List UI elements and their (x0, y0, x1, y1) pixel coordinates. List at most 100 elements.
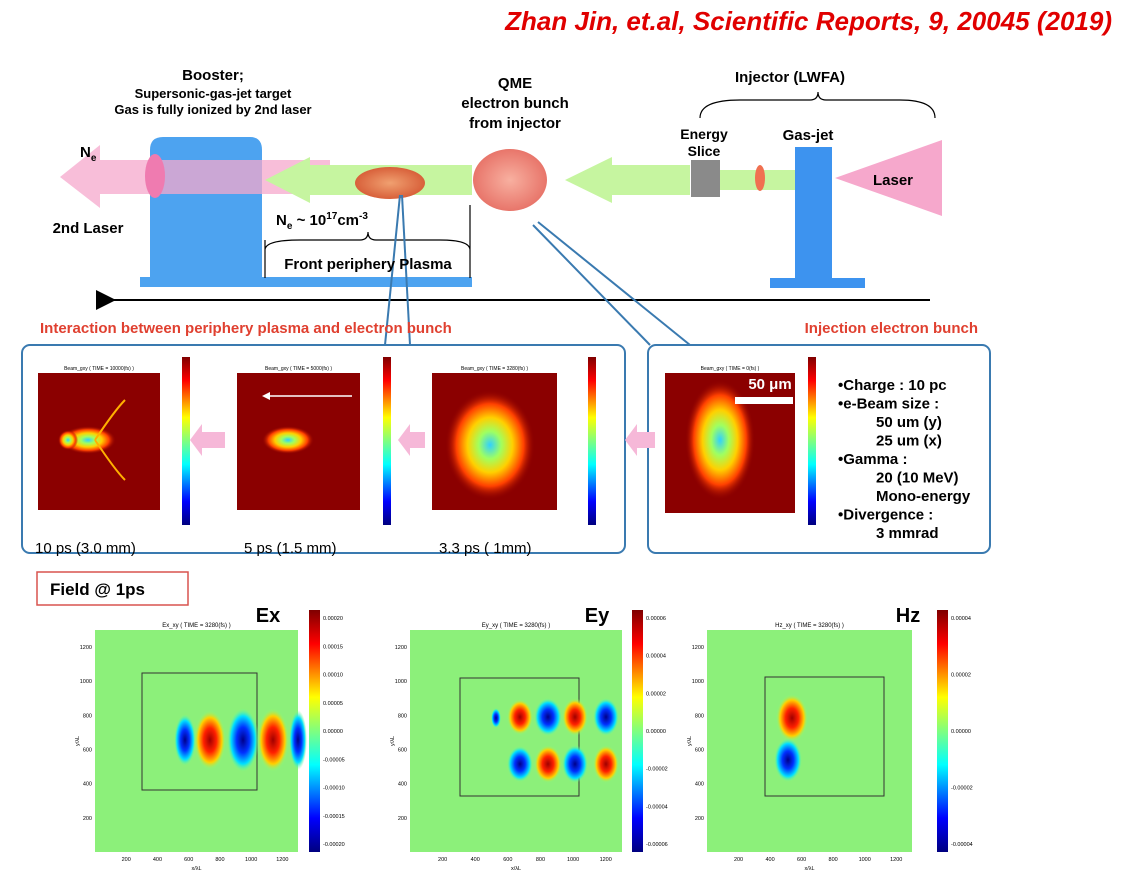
colorbar-tick: -0.00002 (646, 767, 668, 773)
colorbar-tick: 0.00010 (323, 673, 343, 679)
x-tick: 1200 (276, 857, 288, 863)
schematic (60, 91, 942, 346)
field-lobe (289, 710, 307, 770)
colorbar-tick: -0.00005 (323, 757, 345, 763)
y-tick: 800 (398, 713, 407, 719)
colorbar-tick: -0.00004 (646, 804, 668, 810)
x-tick: 400 (471, 857, 480, 863)
text-part: e (287, 221, 293, 232)
text-part: N (80, 144, 91, 161)
text-part: -3 (359, 211, 368, 222)
energy-slit (691, 160, 720, 197)
y-tick: 600 (398, 748, 407, 754)
colorbar (383, 357, 391, 525)
field-lobe (534, 698, 562, 736)
second-laser-label: 2nd Laser (53, 220, 124, 237)
colorbar-tick: -0.00002 (951, 786, 973, 792)
colorbar-tick: 0.00000 (646, 729, 666, 735)
text-part: cm (337, 212, 359, 229)
qme-label: from injector (469, 115, 561, 132)
field-label: Field @ 1ps (50, 580, 145, 599)
y-tick: 600 (695, 748, 704, 754)
text-part: e (91, 153, 97, 164)
x-tick: 200 (734, 857, 743, 863)
x-tick: 800 (829, 857, 838, 863)
gas-jet-base (770, 278, 865, 288)
field-subtitle: Hz_xy ( TIME = 3280(fs) ) (775, 623, 844, 629)
beam-param: 25 um (x) (876, 433, 942, 450)
snapshot-title: Beam_gxy ( TIME = 10000(fs) ) (64, 366, 134, 372)
y-tick: 1200 (395, 645, 407, 651)
connector (401, 194, 411, 346)
x-tick: 800 (536, 857, 545, 863)
field-lobe (257, 708, 289, 772)
colorbar (182, 357, 190, 525)
y-axis-label: y/λL (687, 736, 693, 746)
colorbar-tick: 0.00015 (323, 644, 343, 650)
beam-density (58, 430, 78, 450)
front-plasma-label: Front periphery Plasma (284, 256, 452, 273)
y-tick: 600 (83, 748, 92, 754)
gas-jet-label: Gas-jet (783, 127, 834, 144)
y-tick: 800 (83, 713, 92, 719)
field-subtitle: Ey_xy ( TIME = 3280(fs) ) (482, 623, 550, 629)
colorbar-tick: -0.00006 (646, 842, 668, 848)
beam-density (685, 380, 755, 500)
x-tick: 400 (153, 857, 162, 863)
field-lobe (507, 699, 533, 735)
y-tick: 1200 (80, 645, 92, 651)
colorbar-tick: 0.00020 (323, 616, 343, 622)
field-lobe (776, 694, 808, 742)
y-tick: 200 (83, 816, 92, 822)
colorbar-tick: -0.00004 (951, 842, 973, 848)
field-lobe (774, 738, 802, 782)
colorbar-tick: -0.00015 (323, 814, 345, 820)
bunch-plasma (355, 167, 425, 199)
x-tick: 600 (503, 857, 512, 863)
beam-density (445, 390, 535, 500)
laser-cone (835, 140, 942, 216)
y-tick: 200 (398, 816, 407, 822)
booster-line: Gas is fully ionized by 2nd laser (114, 102, 311, 117)
field-lobe (174, 714, 196, 766)
laser-label: Laser (873, 172, 913, 189)
beam-param: •Gamma : (838, 451, 907, 468)
scale-bar-label: 50 μm (748, 376, 791, 393)
section-label: Injection electron bunch (805, 320, 978, 337)
booster-target (150, 137, 262, 280)
connector (384, 194, 401, 346)
x-tick: 1000 (567, 857, 579, 863)
colorbar-tick: 0.00005 (323, 701, 343, 707)
beam-density (262, 426, 314, 454)
snapshot-caption: 3.3 ps ( 1mm) (439, 540, 532, 557)
colorbar-tick: 0.00006 (646, 616, 666, 622)
field-subtitle: Ex_xy ( TIME = 3280(fs) ) (162, 623, 230, 629)
beam-param: 20 (10 MeV) (876, 470, 959, 487)
energy-slice-label: Energy (680, 126, 728, 142)
simulation-box (764, 676, 885, 797)
electron-flow (565, 157, 690, 203)
colorbar-tick: -0.00010 (323, 786, 345, 792)
field-lobe (491, 708, 501, 728)
colorbar (309, 610, 320, 852)
direction-arrowhead (262, 392, 270, 400)
y-tick: 200 (695, 816, 704, 822)
y-tick: 400 (695, 782, 704, 788)
qme-label: electron bunch (461, 95, 569, 112)
x-tick: 400 (765, 857, 774, 863)
snapshot-caption: 10 ps (3.0 mm) (35, 540, 136, 557)
flow-arrow (190, 424, 225, 456)
beam-param: •Charge : 10 pc (838, 377, 947, 394)
field-lobe (593, 745, 619, 783)
field-map (410, 630, 622, 852)
colorbar (808, 357, 816, 525)
field-lobe (507, 746, 533, 782)
y-tick: 1000 (80, 679, 92, 685)
x-tick: 1200 (890, 857, 902, 863)
text-part: 17 (326, 211, 338, 222)
x-axis-label: x/λL (191, 866, 201, 872)
beam-param: 50 um (y) (876, 414, 942, 431)
simulation-box (459, 677, 580, 797)
beam-param: •Divergence : (838, 507, 933, 524)
